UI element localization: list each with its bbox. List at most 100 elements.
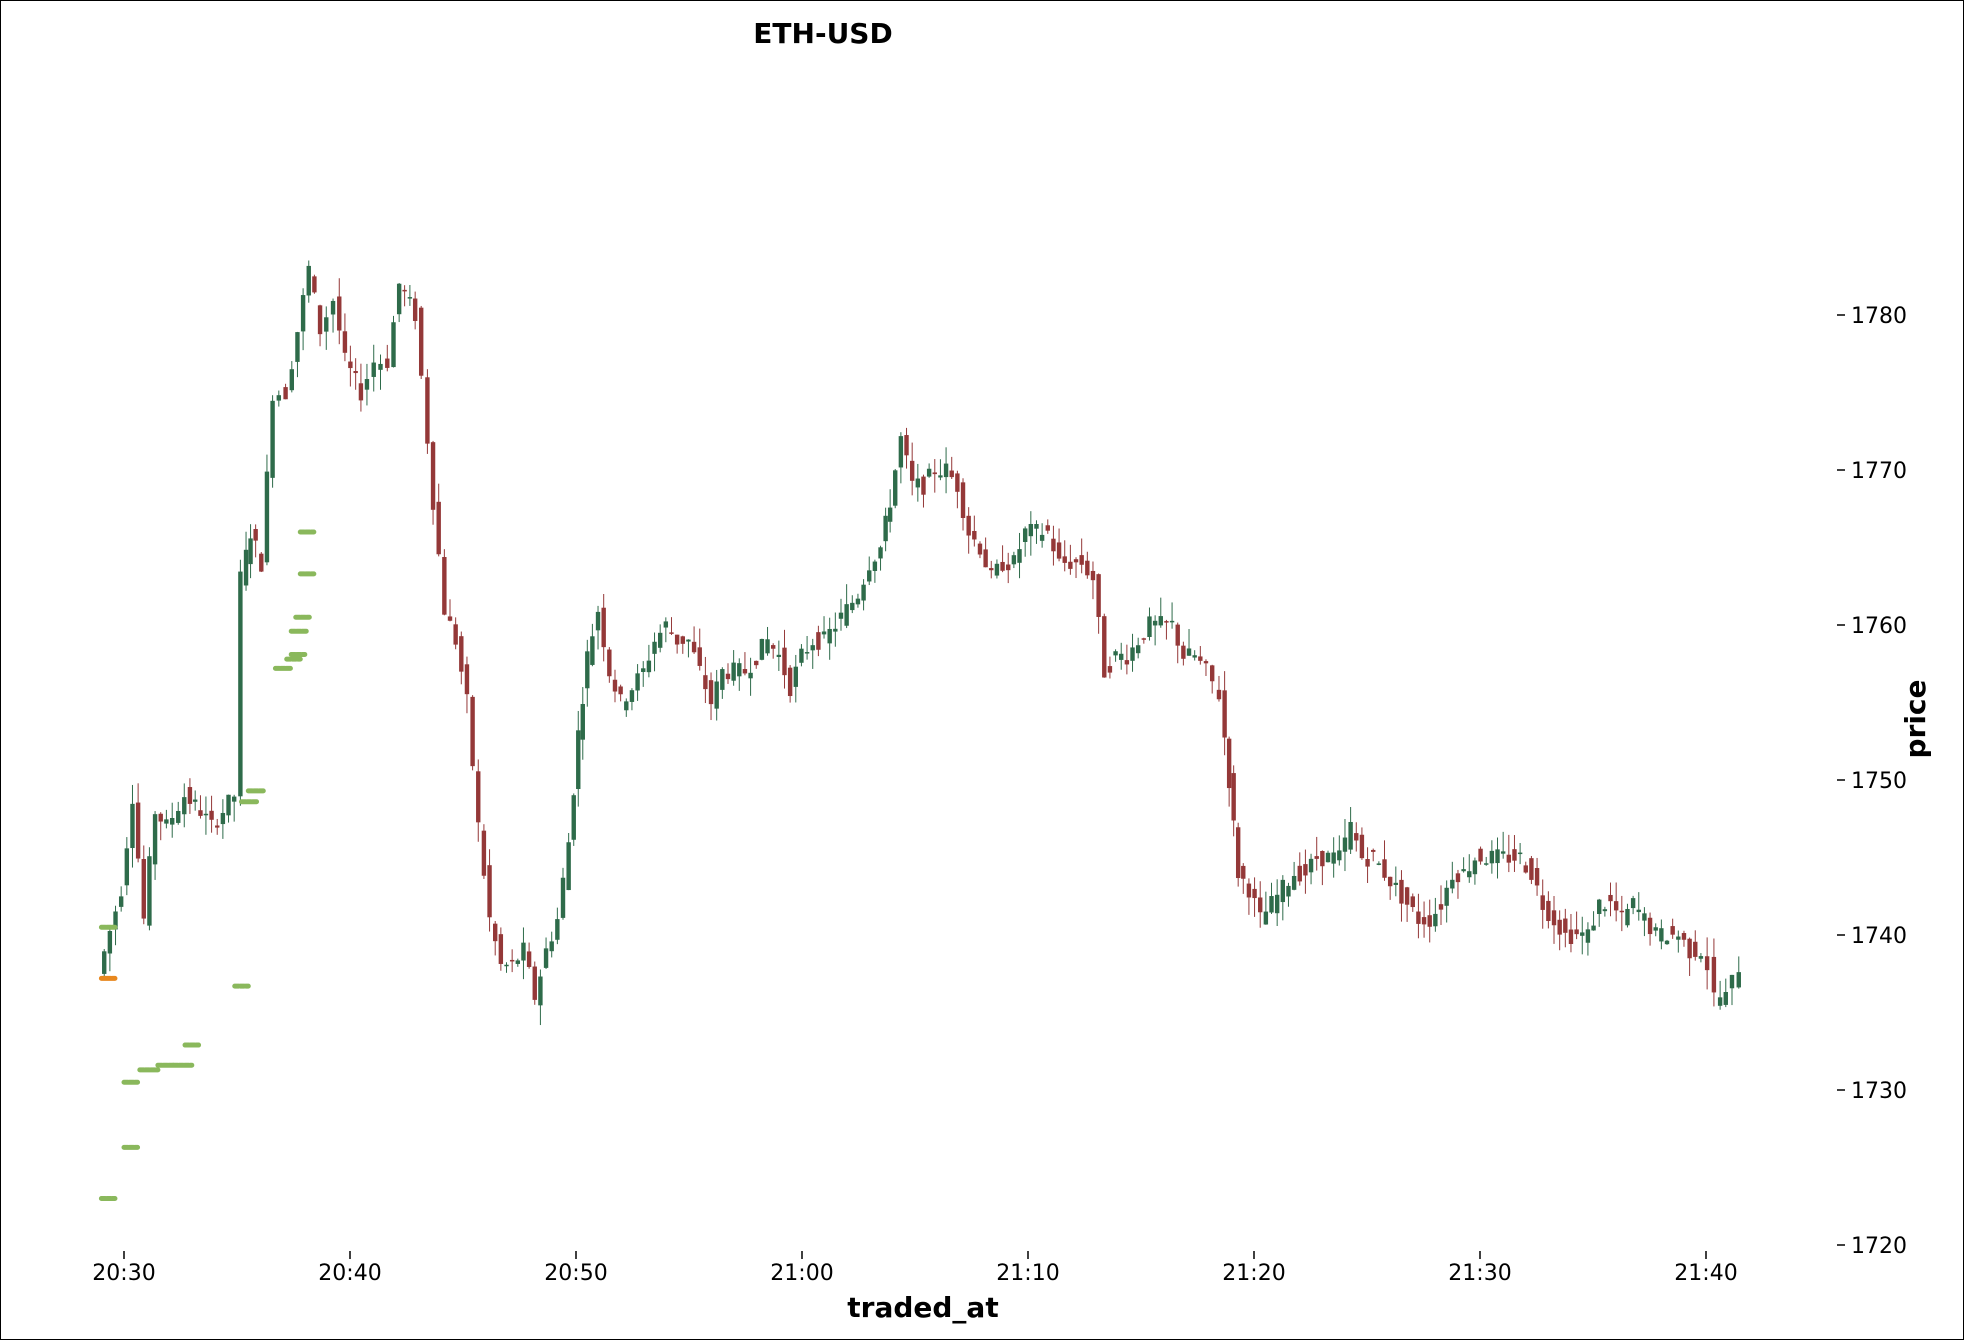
candle-body	[590, 636, 595, 665]
candle-body	[459, 636, 464, 672]
candle-body	[1135, 645, 1141, 654]
candle-body	[1461, 869, 1466, 872]
candle-body	[1687, 938, 1692, 959]
candle-body	[1534, 868, 1540, 886]
candle-body	[164, 819, 169, 824]
candle-body	[782, 647, 787, 676]
candle-body	[1563, 918, 1568, 933]
candle-body	[1382, 859, 1387, 878]
candle-body	[1017, 549, 1022, 563]
candle-body	[585, 651, 590, 689]
candle-body	[498, 934, 504, 964]
candle-body	[646, 660, 652, 673]
candle-body	[1085, 560, 1090, 576]
candle-body	[844, 604, 849, 626]
candle-body	[838, 612, 844, 619]
candle-body	[1280, 879, 1286, 903]
candle-body	[1348, 821, 1353, 850]
candle-body	[1478, 848, 1483, 862]
candle-body	[1062, 556, 1067, 563]
candle-body	[1198, 656, 1203, 661]
candle-body	[1653, 927, 1658, 931]
candle-body	[1164, 621, 1169, 623]
candle-body	[821, 631, 827, 635]
candle-body	[348, 361, 353, 369]
candle-body	[436, 501, 441, 555]
candle-body	[714, 681, 719, 709]
x-tick-label: 20:40	[318, 1261, 381, 1286]
candle-body	[306, 265, 311, 296]
candle-body	[977, 543, 983, 555]
candle-body	[1314, 856, 1319, 859]
candle-body	[1011, 555, 1017, 565]
candle-body	[1540, 895, 1545, 910]
candle-body	[1557, 919, 1562, 935]
candle-body	[932, 472, 937, 475]
candle-body	[904, 435, 909, 456]
candle-body	[1387, 876, 1393, 887]
candle-body	[1359, 834, 1365, 859]
candle-body	[770, 645, 776, 649]
candle-body	[861, 584, 866, 601]
candle-body	[652, 641, 657, 654]
candle-body	[725, 673, 731, 680]
candle-body	[1096, 574, 1101, 617]
candle-body	[425, 377, 430, 444]
candle-body	[481, 830, 487, 876]
candle-body	[887, 507, 893, 522]
candle-body	[943, 463, 949, 478]
candle-body	[1246, 883, 1252, 898]
candle-body	[850, 602, 855, 611]
candle-body	[663, 621, 669, 628]
candle-body	[1729, 974, 1735, 989]
candle-body	[1636, 909, 1641, 913]
candle-body	[641, 668, 646, 672]
candle-body	[867, 570, 872, 582]
candle-body	[198, 810, 203, 816]
y-tick-label: 1750	[1851, 769, 1907, 794]
candle-body	[1186, 648, 1192, 656]
candle-body	[893, 470, 898, 506]
candle-body	[391, 322, 396, 368]
candle-body	[283, 387, 288, 400]
y-axis-title: price	[1899, 679, 1932, 758]
candle-body	[1124, 660, 1130, 665]
candle-body	[1410, 896, 1415, 908]
candle-body	[1090, 570, 1096, 581]
candle-body	[1263, 911, 1269, 925]
candle-body	[1051, 538, 1056, 552]
candle-body	[538, 976, 543, 1006]
candle-body	[220, 812, 226, 825]
candle-body	[1181, 645, 1186, 659]
candle-body	[966, 515, 971, 536]
candle-body	[1169, 620, 1175, 623]
candle-body	[799, 648, 804, 663]
candle-body	[1152, 620, 1158, 626]
candle-body	[972, 530, 977, 540]
candle-body	[601, 607, 606, 648]
candle-body	[1376, 863, 1382, 865]
candle-body	[1404, 887, 1410, 905]
trade-markers	[98, 529, 317, 1201]
candle-body	[1472, 860, 1478, 875]
candle-body	[203, 813, 209, 816]
candle-body	[960, 482, 966, 518]
candle-body	[1438, 904, 1444, 910]
candle-body	[1580, 932, 1585, 936]
candle-body	[243, 549, 249, 586]
chart-title: ETH-USD	[753, 17, 892, 50]
candle-body	[1723, 991, 1728, 1005]
candle-body	[703, 675, 708, 690]
candle-body	[1495, 849, 1500, 864]
candle-body	[141, 859, 146, 919]
candle-body	[1585, 929, 1591, 943]
candle-body	[364, 379, 370, 390]
candle-body	[152, 814, 158, 865]
candle-body	[1421, 917, 1427, 925]
x-tick-label: 21:10	[996, 1261, 1059, 1286]
candle-body	[921, 476, 926, 495]
candle-body	[1717, 997, 1723, 1006]
candle-body	[1006, 564, 1011, 571]
candle-body	[447, 616, 453, 621]
